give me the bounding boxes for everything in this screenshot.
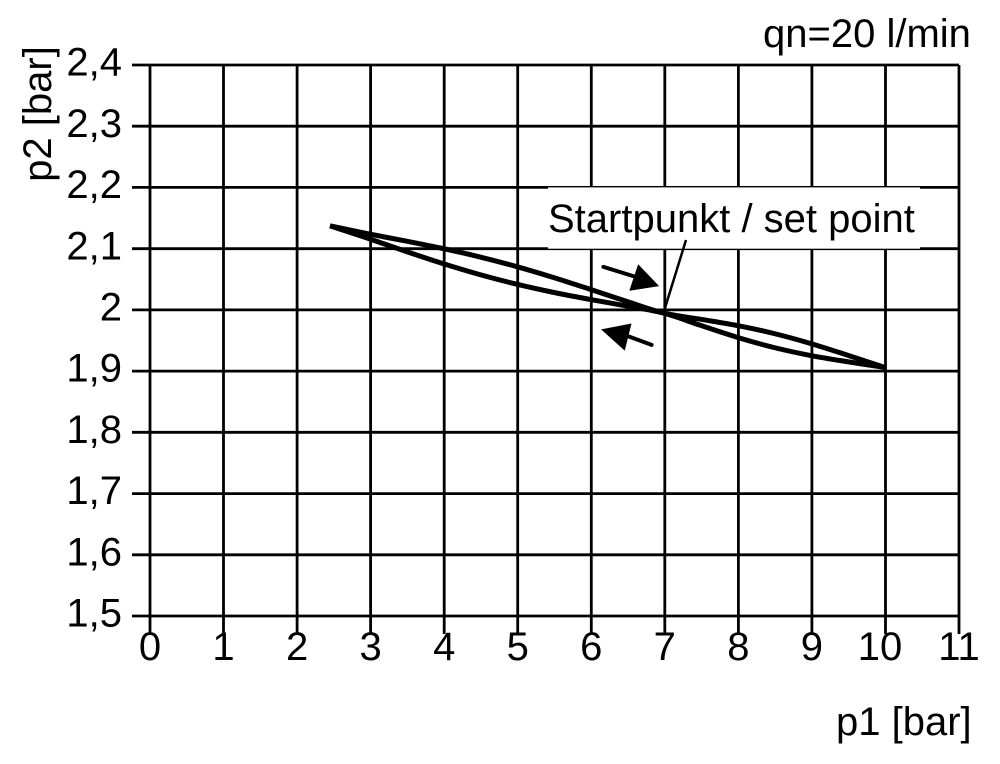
svg-text:10: 10: [858, 625, 903, 669]
svg-text:2,2: 2,2: [66, 163, 122, 207]
svg-text:1,8: 1,8: [66, 408, 122, 452]
svg-text:3: 3: [359, 625, 381, 669]
svg-text:1,6: 1,6: [66, 530, 122, 574]
svg-text:2: 2: [286, 625, 308, 669]
svg-text:2,1: 2,1: [66, 224, 122, 268]
svg-text:5: 5: [507, 625, 529, 669]
svg-text:2,3: 2,3: [66, 102, 122, 146]
svg-text:9: 9: [801, 625, 823, 669]
svg-text:1: 1: [212, 625, 234, 669]
svg-text:11: 11: [938, 625, 980, 669]
svg-text:2: 2: [100, 285, 122, 329]
svg-text:p1 [bar]: p1 [bar]: [836, 700, 972, 744]
svg-text:7: 7: [654, 625, 676, 669]
svg-text:1,7: 1,7: [66, 469, 122, 513]
svg-text:1,9: 1,9: [66, 347, 122, 391]
svg-text:8: 8: [727, 625, 749, 669]
svg-text:p2 [bar]: p2 [bar]: [16, 46, 60, 182]
svg-text:qn=20 l/min: qn=20 l/min: [763, 12, 971, 56]
svg-text:6: 6: [580, 625, 602, 669]
svg-text:1,5: 1,5: [66, 592, 122, 636]
svg-text:4: 4: [433, 625, 455, 669]
svg-text:0: 0: [139, 625, 161, 669]
svg-text:Startpunkt / set point: Startpunkt / set point: [548, 197, 915, 241]
svg-text:2,4: 2,4: [66, 41, 122, 85]
